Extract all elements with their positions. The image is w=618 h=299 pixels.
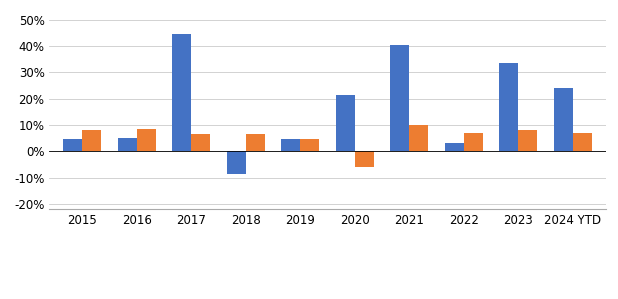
- Bar: [137, 129, 156, 151]
- Bar: [355, 151, 374, 167]
- Bar: [390, 45, 409, 151]
- Bar: [445, 144, 464, 151]
- Bar: [281, 139, 300, 151]
- Bar: [246, 134, 265, 151]
- Bar: [172, 34, 191, 151]
- Bar: [191, 134, 210, 151]
- Bar: [300, 139, 320, 151]
- Bar: [519, 130, 538, 151]
- Bar: [82, 130, 101, 151]
- Bar: [227, 151, 246, 174]
- Bar: [409, 125, 428, 151]
- Bar: [499, 63, 519, 151]
- Bar: [63, 139, 82, 151]
- Bar: [117, 138, 137, 151]
- Bar: [464, 133, 483, 151]
- Bar: [336, 95, 355, 151]
- Bar: [573, 133, 592, 151]
- Bar: [554, 88, 573, 151]
